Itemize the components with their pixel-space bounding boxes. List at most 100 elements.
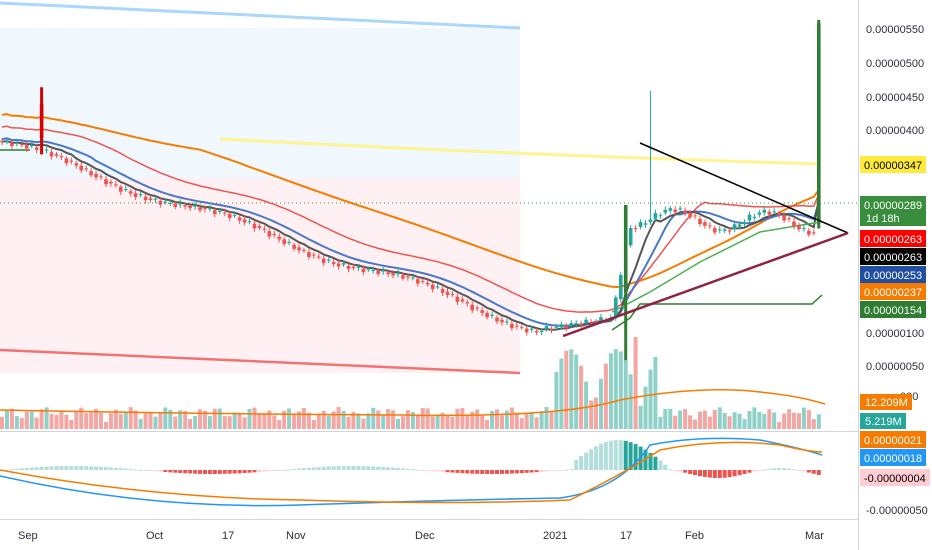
candle-body bbox=[341, 263, 346, 265]
volume-bar bbox=[19, 418, 24, 429]
macd-histogram-bar bbox=[777, 468, 782, 470]
channel-zone-lower bbox=[0, 178, 520, 373]
volume-bar bbox=[168, 409, 173, 429]
macd-histogram-bar bbox=[698, 470, 702, 477]
candle-body bbox=[529, 328, 534, 330]
candle-body bbox=[84, 168, 88, 170]
macd-histogram-bar bbox=[306, 467, 311, 470]
support-step-line bbox=[0, 149, 823, 331]
time-tick: Sep bbox=[18, 530, 38, 542]
volume-bar bbox=[722, 412, 727, 429]
macd-histogram-bar bbox=[688, 470, 693, 474]
macd-histogram-bar bbox=[618, 440, 623, 470]
volume-bar bbox=[737, 413, 742, 429]
macd-histogram-bar bbox=[54, 466, 59, 470]
candle-body bbox=[247, 221, 252, 223]
volume-bar bbox=[381, 415, 386, 429]
macd-histogram-bar bbox=[455, 470, 460, 473]
volume-bar bbox=[435, 414, 440, 429]
volume-bar bbox=[549, 411, 554, 429]
candle-body bbox=[346, 265, 351, 269]
badge-label: 0.00000263 bbox=[864, 234, 922, 246]
volume-bar bbox=[806, 410, 811, 429]
volume-bar bbox=[425, 408, 430, 429]
volume-bar bbox=[653, 357, 658, 429]
badge-orange: 0.00000237 bbox=[860, 283, 926, 300]
macd-histogram-bar bbox=[257, 470, 262, 472]
candle-body bbox=[524, 328, 529, 333]
macd-histogram-bar bbox=[222, 470, 227, 474]
candle-body bbox=[727, 230, 732, 232]
macd-histogram-bar bbox=[806, 470, 811, 473]
candle-body bbox=[376, 270, 380, 275]
volume-bar bbox=[603, 363, 608, 429]
volume-bar bbox=[247, 408, 252, 429]
candle-body bbox=[520, 327, 524, 329]
volume-bar bbox=[222, 416, 227, 429]
candle-body bbox=[262, 228, 267, 230]
candle-body bbox=[574, 323, 578, 325]
macd-histogram-bar bbox=[173, 470, 178, 473]
macd-histogram-bar bbox=[84, 466, 89, 470]
macd-histogram-bar bbox=[470, 470, 475, 474]
candle-body bbox=[817, 23, 821, 224]
macd-histogram-bar bbox=[608, 440, 613, 470]
candle-body bbox=[178, 202, 182, 205]
time-axis[interactable]: Sep Oct 17 Nov Dec 2021 17 Feb Mar bbox=[18, 530, 824, 542]
candle-body bbox=[89, 171, 93, 176]
candle-body bbox=[331, 262, 336, 264]
macd-histogram-bar bbox=[504, 470, 509, 474]
price-axis-divider bbox=[858, 0, 859, 550]
candle-body bbox=[138, 194, 143, 196]
macd-histogram-bar bbox=[336, 466, 341, 470]
volume-bar bbox=[559, 358, 564, 429]
volume-bar bbox=[534, 417, 539, 429]
volume-bar bbox=[79, 407, 84, 429]
candle-body bbox=[272, 233, 276, 235]
volume-bar bbox=[203, 410, 207, 429]
candle-body bbox=[198, 207, 202, 211]
macd-histogram-bar bbox=[49, 466, 54, 470]
candle-body bbox=[267, 231, 272, 237]
volume-bar bbox=[108, 413, 113, 429]
macd-histogram-bar bbox=[94, 466, 98, 470]
badge-bg bbox=[860, 413, 906, 429]
macd-histogram-bar bbox=[480, 470, 485, 474]
candle-body bbox=[722, 229, 727, 231]
volume-bar bbox=[188, 419, 193, 429]
candle-body bbox=[673, 209, 677, 213]
macd-histogram-bar bbox=[9, 469, 14, 471]
macd-histogram-bar bbox=[351, 466, 356, 470]
candle-body bbox=[683, 210, 687, 213]
macd-histogram-bar bbox=[376, 466, 381, 470]
badge-bg bbox=[860, 394, 912, 410]
volume-bar bbox=[376, 410, 381, 429]
volume-bar bbox=[361, 418, 366, 429]
candle-body bbox=[440, 289, 445, 293]
badge-last-price: 0.00000289 1d 18h bbox=[860, 196, 926, 226]
candle-body bbox=[485, 312, 489, 318]
volume-bar bbox=[311, 420, 316, 429]
time-tick: Oct bbox=[146, 530, 163, 542]
volume-bar bbox=[405, 410, 410, 429]
volume-bar bbox=[742, 419, 747, 429]
candle-body bbox=[34, 147, 39, 150]
volume-bar bbox=[613, 349, 618, 429]
macd-histogram-bar bbox=[584, 452, 589, 470]
candle-body bbox=[732, 224, 737, 229]
candle-body bbox=[104, 179, 108, 185]
candle-body bbox=[554, 327, 559, 329]
macd-histogram-bar bbox=[707, 470, 712, 478]
macd-histogram-bar bbox=[564, 469, 569, 471]
macd-badge-blue: 0.00000018 bbox=[860, 449, 926, 466]
macd-histogram-bar bbox=[430, 470, 435, 471]
volume-bar bbox=[64, 414, 69, 429]
macd-histogram-bar bbox=[737, 470, 742, 476]
candle-body bbox=[168, 202, 173, 204]
badge-green: 0.00000154 bbox=[860, 301, 926, 318]
badge-label: 0.00000018 bbox=[864, 453, 922, 465]
volume-bar bbox=[608, 353, 613, 429]
volume-bar bbox=[49, 413, 54, 429]
